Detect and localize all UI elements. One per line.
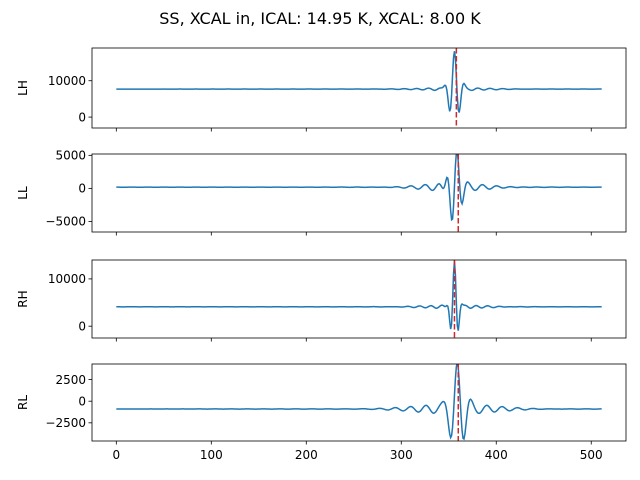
y-tick-label: 0 xyxy=(78,319,86,333)
series-line xyxy=(116,51,602,113)
subplot-rh: 0 10000 RH xyxy=(16,259,627,342)
y-tick-label: 0 xyxy=(78,110,86,124)
axes-frame xyxy=(91,47,627,129)
y-tick-label: 0 xyxy=(78,182,86,196)
subplot-ll: −5000 0 5000 LL xyxy=(16,149,627,236)
y-tick-label: −5000 xyxy=(45,215,86,229)
axes-frame xyxy=(91,363,627,442)
subplot-lh: 0 10000 LH xyxy=(16,47,627,132)
x-tick-label: 500 xyxy=(580,448,603,462)
x-tick-label: 300 xyxy=(390,448,413,462)
series-line xyxy=(116,364,602,441)
x-tick-label: 0 xyxy=(112,448,120,462)
chart-title: SS, XCAL in, ICAL: 14.95 K, XCAL: 8.00 K xyxy=(159,9,481,28)
y-axis-label: RH xyxy=(16,290,30,307)
x-tick-label: 200 xyxy=(295,448,318,462)
subplot-rl: −2500 0 2500 0 100 200 300 400 500 RL xyxy=(16,363,627,462)
y-tick-label: 2500 xyxy=(55,373,86,387)
y-tick-label: 10000 xyxy=(48,272,86,286)
y-tick-label: 0 xyxy=(78,395,86,409)
y-tick-label: 5000 xyxy=(55,149,86,163)
y-axis-label: RL xyxy=(16,395,30,410)
y-axis-label: LL xyxy=(16,186,30,200)
axes-frame xyxy=(91,153,627,233)
y-axis-label: LH xyxy=(16,80,30,96)
subplots: 0 10000 LH −5000 0 5000 LL 0 10000 RH −2500 0 2500 0 1… xyxy=(16,47,627,462)
x-tick-label: 100 xyxy=(200,448,223,462)
axes-frame xyxy=(91,259,627,339)
series-line xyxy=(116,261,602,331)
x-tick-label: 400 xyxy=(485,448,508,462)
y-tick-label: −2500 xyxy=(45,416,86,430)
y-tick-label: 10000 xyxy=(48,74,86,88)
series-line xyxy=(116,154,602,222)
